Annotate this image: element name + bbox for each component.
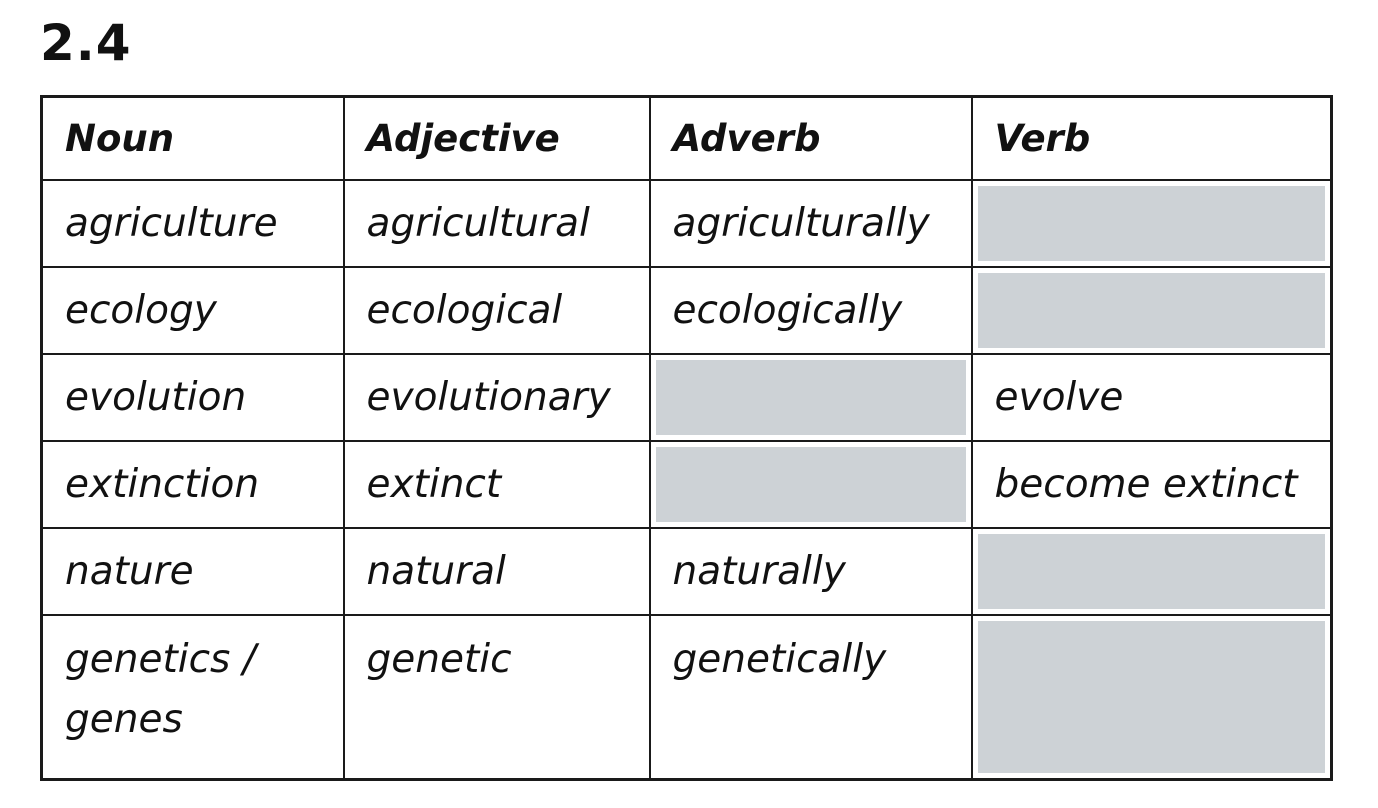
cell-noun: ecology	[40, 266, 345, 355]
cell-verb: evolve	[970, 353, 1333, 442]
cell-adjective: extinct	[342, 440, 651, 529]
table-row: agriculture agricultural agriculturally	[40, 179, 1333, 268]
table-row: evolution evolutionary evolve	[40, 353, 1333, 442]
cell-adverb: ecologically	[648, 266, 973, 355]
cell-verb-blank	[970, 266, 1333, 355]
table-row: nature natural naturally	[40, 527, 1333, 616]
cell-verb-blank	[970, 179, 1333, 268]
table-row: genetics / genes genetic genetically	[40, 614, 1333, 781]
cell-adjective: genetic	[342, 614, 651, 781]
cell-adverb: agriculturally	[648, 179, 973, 268]
cell-noun: agriculture	[40, 179, 345, 268]
header-adverb: Adverb	[648, 95, 973, 181]
cell-noun: nature	[40, 527, 345, 616]
cell-verb: become extinct	[970, 440, 1333, 529]
header-adjective: Adjective	[342, 95, 651, 181]
header-noun: Noun	[40, 95, 345, 181]
cell-noun: extinction	[40, 440, 345, 529]
table-row: extinction extinct become extinct	[40, 440, 1333, 529]
cell-adjective: evolutionary	[342, 353, 651, 442]
cell-adverb-blank	[648, 440, 973, 529]
cell-noun: evolution	[40, 353, 345, 442]
cell-verb-blank	[970, 614, 1333, 781]
table-row: ecology ecological ecologically	[40, 266, 1333, 355]
cell-noun: genetics / genes	[40, 614, 345, 781]
header-verb: Verb	[970, 95, 1333, 181]
cell-adjective: ecological	[342, 266, 651, 355]
cell-adjective: natural	[342, 527, 651, 616]
cell-adjective: agricultural	[342, 179, 651, 268]
cell-verb-blank	[970, 527, 1333, 616]
cell-adverb-blank	[648, 353, 973, 442]
word-formation-table: Noun Adjective Adverb Verb agriculture a…	[40, 95, 1333, 781]
cell-adverb: naturally	[648, 527, 973, 616]
section-number: 2.4	[40, 14, 132, 72]
table-header-row: Noun Adjective Adverb Verb	[40, 95, 1333, 181]
cell-adverb: genetically	[648, 614, 973, 781]
